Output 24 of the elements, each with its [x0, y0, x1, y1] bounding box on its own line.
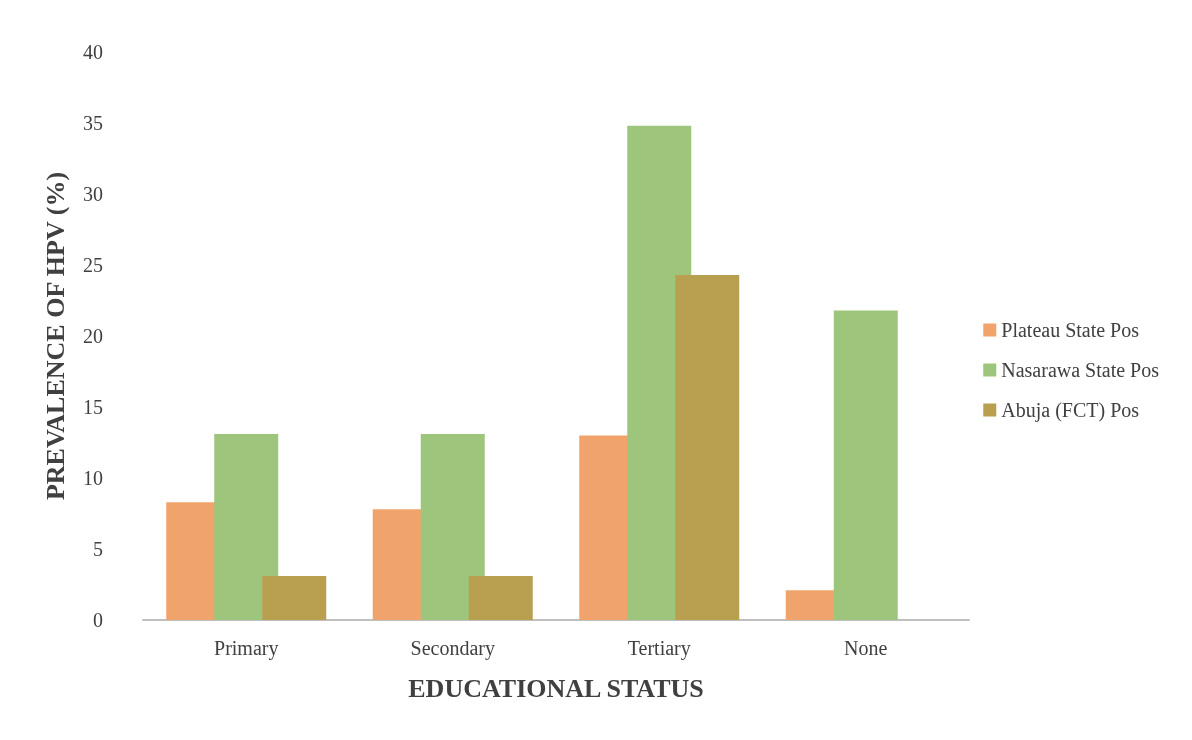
x-tick-label: Secondary: [410, 637, 495, 660]
y-tick-label: 20: [83, 325, 103, 347]
x-axis-title: EDUCATIONAL STATUS: [408, 673, 704, 703]
y-tick-label: 15: [83, 396, 103, 418]
y-tick-label: 25: [83, 254, 103, 276]
legend-label: Plateau State Pos: [1001, 319, 1140, 341]
y-tick-label: 35: [83, 112, 103, 134]
y-tick-label: 5: [93, 538, 103, 560]
y-tick-label: 10: [83, 467, 103, 489]
bar: [214, 433, 279, 620]
y-tick-label: 30: [83, 183, 103, 205]
y-tick-label: 0: [93, 609, 103, 631]
bar: [262, 575, 327, 620]
legend-label: Nasarawa State Pos: [1001, 359, 1160, 381]
y-axis-title: PREVALENCE OF HPV (%): [40, 171, 70, 501]
x-tick-label: None: [844, 637, 888, 659]
bar: [675, 274, 740, 620]
legend-label: Abuja (FCT) Pos: [1001, 399, 1140, 422]
y-tick-label: 40: [83, 41, 103, 63]
x-tick-label: Tertiary: [627, 637, 691, 660]
x-tick-label: Primary: [214, 637, 279, 660]
bar: [468, 575, 533, 620]
bar: [833, 310, 898, 620]
bar: [420, 433, 485, 620]
